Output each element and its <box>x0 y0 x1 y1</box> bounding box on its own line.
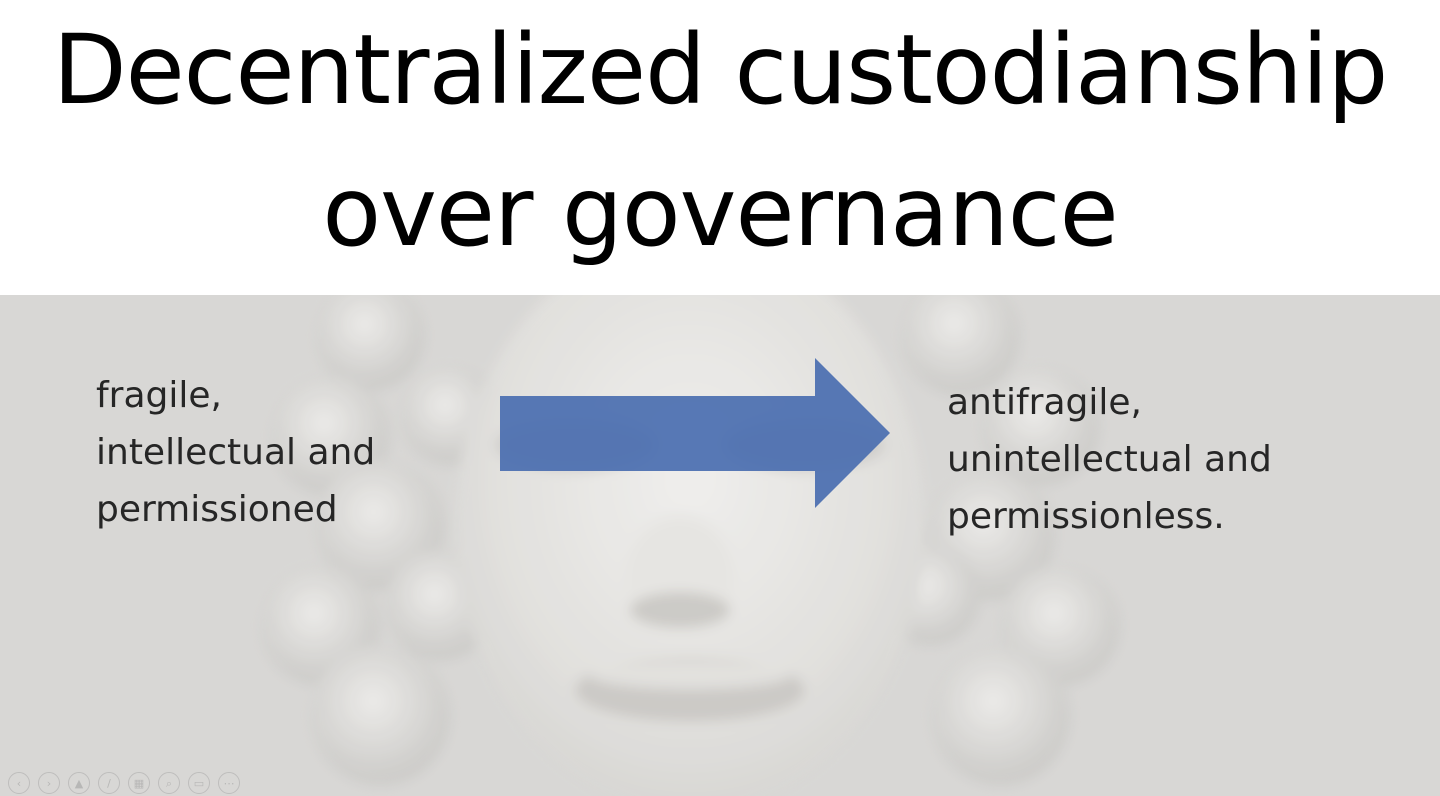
statue-background-image: fragile, intellectual and permissioned a… <box>0 295 1440 796</box>
after-line-1: antifragile, <box>947 382 1142 423</box>
before-description: fragile, intellectual and permissioned <box>96 367 375 538</box>
before-line-3: permissioned <box>96 489 338 530</box>
magnifier-icon: ⌕ <box>165 776 173 790</box>
arrow-body <box>500 358 890 508</box>
slide-title: Decentralized custodianship over governa… <box>0 0 1440 295</box>
statue-bust-image <box>0 295 1440 796</box>
pen-tool-button[interactable]: / <box>98 772 120 794</box>
more-icon: ⋯ <box>223 776 235 790</box>
before-line-2: intellectual and <box>96 432 376 473</box>
screen-icon: ▭ <box>193 776 205 790</box>
title-line-1: Decentralized custodianship <box>52 14 1389 126</box>
after-line-3: permissionless. <box>947 496 1225 537</box>
after-description: antifragile, unintellectual and permissi… <box>947 374 1272 545</box>
subtitles-button[interactable]: ▭ <box>188 772 210 794</box>
pointer-options-button[interactable]: ▲ <box>68 772 90 794</box>
presenter-toolbar: ‹ › ▲ / ▦ ⌕ ▭ ⋯ <box>8 772 240 794</box>
pointer-icon: ▲ <box>74 776 84 790</box>
pen-icon: / <box>107 776 111 790</box>
after-line-2: unintellectual and <box>947 439 1272 480</box>
next-slide-button[interactable]: › <box>38 772 60 794</box>
chevron-right-icon: › <box>46 776 52 790</box>
title-line-2: over governance <box>322 156 1118 268</box>
right-arrow-shape <box>500 358 890 508</box>
more-options-button[interactable]: ⋯ <box>218 772 240 794</box>
before-line-1: fragile, <box>96 375 222 416</box>
see-all-slides-button[interactable]: ▦ <box>128 772 150 794</box>
zoom-button[interactable]: ⌕ <box>158 772 180 794</box>
chevron-left-icon: ‹ <box>16 776 22 790</box>
slides-grid-icon: ▦ <box>133 776 145 790</box>
previous-slide-button[interactable]: ‹ <box>8 772 30 794</box>
